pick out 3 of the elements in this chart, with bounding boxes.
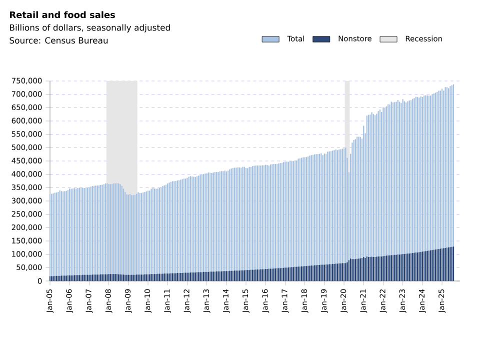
chart-subtitle: Billions of dollars, seasonally adjusted — [10, 24, 170, 32]
source-note: Source: Census Bureau — [10, 37, 108, 44]
chart-title: Retail and food sales — [10, 11, 115, 18]
